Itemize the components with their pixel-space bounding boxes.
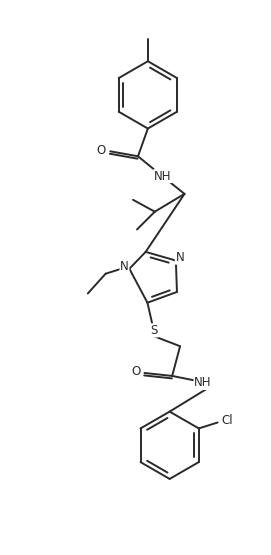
- Text: Cl: Cl: [222, 414, 233, 427]
- Text: NH: NH: [154, 169, 172, 183]
- Text: N: N: [120, 260, 129, 273]
- Text: O: O: [97, 144, 106, 157]
- Text: S: S: [151, 324, 158, 337]
- Text: O: O: [131, 366, 140, 379]
- Text: NH: NH: [194, 376, 212, 390]
- Text: N: N: [175, 251, 184, 264]
